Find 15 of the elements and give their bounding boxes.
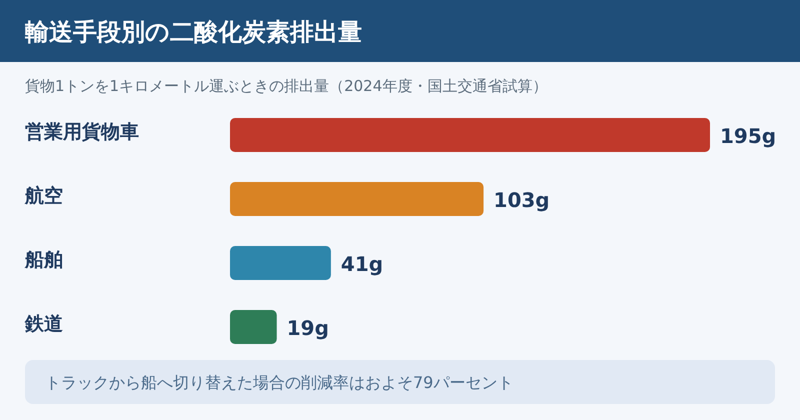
- bar: [230, 246, 331, 280]
- text: トラックから船へ切り替えた場合の削減率はおよそ79パーセント: [45, 373, 514, 392]
- y-tick-label: 鉄道: [24, 313, 63, 335]
- y-tick-label: 営業用貨物車: [25, 121, 139, 143]
- chart-title: 輸送手段別の二酸化炭素排出量: [24, 18, 362, 46]
- y-tick-label: 船舶: [24, 249, 63, 271]
- bar: [230, 118, 710, 152]
- y-tick-label: 航空: [24, 185, 63, 207]
- bar: [230, 182, 484, 216]
- data-label: 19g: [286, 316, 329, 340]
- bar: [230, 310, 277, 344]
- chart-subtitle: 貨物1トンを1キロメートル運ぶときの排出量（2024年度・国土交通省試算）: [25, 77, 548, 95]
- data-label: 41g: [340, 252, 384, 276]
- data-label: 103g: [494, 188, 550, 212]
- data-label: 195g: [720, 124, 776, 148]
